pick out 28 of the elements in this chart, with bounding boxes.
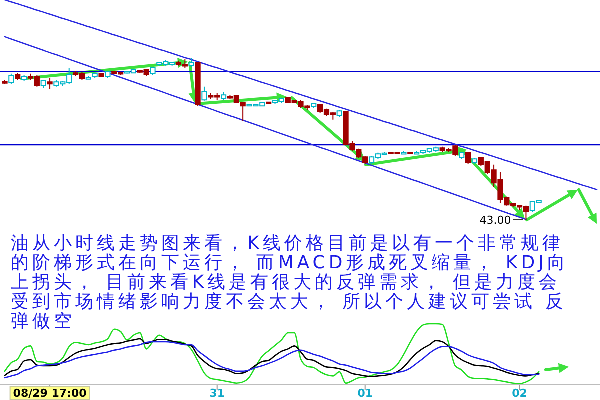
x-tick-label: 02	[512, 387, 528, 400]
candlestick	[22, 74, 28, 82]
candlestick	[459, 151, 465, 160]
candlestick	[15, 72, 21, 81]
candlestick	[86, 75, 92, 80]
candlestick	[220, 92, 227, 101]
x-tick-label: 01	[358, 387, 374, 400]
candlestick	[266, 102, 272, 105]
candlestick	[311, 102, 317, 109]
candlestick	[2, 80, 8, 85]
annotation: 43.00	[480, 214, 512, 227]
candlestick	[195, 62, 201, 107]
candlestick	[47, 78, 53, 90]
candlestick	[105, 70, 111, 79]
x-tick-label: 31	[210, 387, 226, 400]
candlestick	[202, 86, 208, 102]
candlestick	[188, 57, 194, 68]
candlestick	[92, 72, 98, 79]
candlestick	[150, 66, 156, 76]
candlestick	[98, 72, 104, 78]
candlestick	[408, 151, 414, 155]
candlestick	[336, 110, 342, 118]
annotation: 油从小时线走势图来看，K线价格目前是以有一个非常规律的阶梯形式在向下运行， 而MACD形成死叉缩量， KDJ向上拐头， 目前来看K线是有很大的反弹需求， 但是力度会受到市场情绪影响力度不会太大， 所以个人建议可尝试 反弹做空	[11, 233, 569, 332]
candlestick	[466, 151, 472, 164]
candlestick	[40, 80, 46, 88]
candlestick	[472, 157, 478, 164]
candlestick	[8, 73, 14, 85]
candlestick	[401, 150, 407, 155]
